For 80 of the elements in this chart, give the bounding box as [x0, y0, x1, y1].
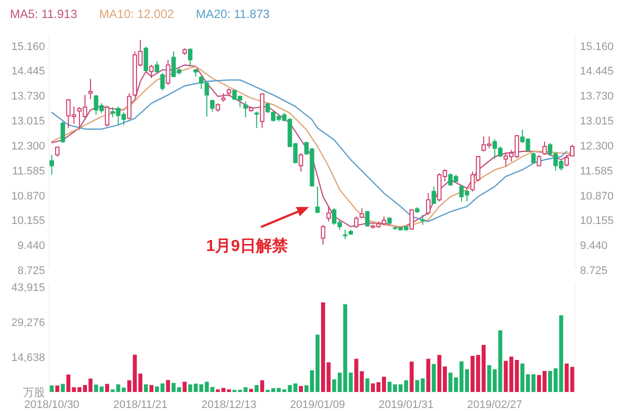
bar [166, 380, 170, 392]
bar [254, 385, 259, 392]
y-tick-label: 14.445 [11, 66, 45, 78]
bar [348, 372, 353, 392]
x-tick-label: 2019/01/09 [290, 399, 346, 411]
y-tick-label: 29,276 [11, 316, 45, 329]
candlestick [409, 208, 414, 230]
candlestick [104, 105, 110, 128]
candlestick [536, 154, 542, 167]
y2-tick-label: 10.155 [580, 215, 614, 228]
y-tick-label: 15.160 [11, 40, 45, 53]
candlestick [320, 224, 326, 246]
candlestick [188, 48, 192, 66]
candlestick [50, 154, 54, 176]
y2-tick-label: 15.160 [580, 40, 614, 53]
candlestick [149, 64, 154, 79]
x-tick-label: 2018/10/30 [24, 399, 80, 411]
x-tick-label: 2019/01/31 [378, 399, 434, 411]
y2-tick-label: 13.730 [580, 90, 614, 103]
y2-tick-label: 14.445 [580, 66, 614, 78]
candlestick [166, 59, 170, 86]
candlestick [127, 92, 132, 120]
y-tick-label: 万股 [23, 387, 45, 399]
candlestick [60, 120, 66, 144]
candlestick [55, 146, 60, 158]
candlestick [315, 186, 320, 214]
bar [365, 378, 370, 392]
candlestick [154, 61, 160, 74]
y2-tick-label: 12.300 [580, 140, 614, 152]
candlestick [298, 152, 304, 172]
bar [105, 384, 110, 392]
candlestick [432, 186, 436, 204]
bar [122, 388, 126, 392]
annotation: 1月9日解禁 [206, 237, 289, 255]
y-tick-label: 43,915 [11, 282, 45, 294]
candlestick [542, 141, 547, 156]
y-tick-label: 10.870 [11, 190, 45, 202]
candlestick [243, 101, 248, 118]
y-tick-label: 13.015 [11, 116, 45, 128]
candlestick [254, 111, 259, 129]
x-tick-label: 2018/11/21 [113, 399, 168, 411]
bar [144, 384, 148, 392]
bar [55, 386, 60, 392]
candlestick [160, 72, 165, 91]
bar [182, 382, 187, 392]
y2-tick-label: 9.440 [580, 240, 608, 252]
candlestick [265, 102, 270, 114]
candlestick [144, 46, 148, 72]
bar [426, 358, 430, 392]
candlestick [343, 229, 348, 240]
y-tick-label: 12.300 [11, 140, 45, 152]
bar [410, 362, 414, 392]
bar [298, 386, 303, 392]
y-tick-label: 8.725 [17, 265, 45, 277]
bar [50, 386, 54, 392]
y2-tick-label: 11.585 [580, 165, 613, 178]
text: MA20: 11.873 [196, 7, 270, 21]
y-tick-label: 13.730 [11, 90, 45, 103]
candlestick [426, 192, 430, 216]
y2-tick-label: 13.015 [580, 116, 614, 128]
y2-tick-label: 8.725 [580, 265, 608, 277]
y-tick-label: 11.585 [12, 165, 45, 178]
bar [432, 364, 436, 392]
candlestick [420, 214, 425, 226]
candlestick [354, 216, 359, 229]
y2-tick-label: 10.870 [580, 190, 614, 202]
y-tick-label: 9.440 [17, 240, 45, 252]
bar [60, 384, 65, 392]
bar [260, 380, 264, 392]
candlestick [360, 208, 364, 219]
text: MA10: 12.002 [99, 7, 174, 21]
candlestick [564, 154, 569, 167]
y-tick-label: 10.155 [11, 215, 45, 228]
bar [149, 385, 154, 392]
y-tick-label: 14,638 [11, 352, 45, 364]
candlestick [326, 206, 331, 222]
x-tick-label: 2019/02/27 [467, 399, 522, 411]
x-tick-label: 2018/12/13 [201, 399, 256, 411]
bar [249, 388, 254, 392]
text: MA5: 11.913 [10, 7, 78, 21]
